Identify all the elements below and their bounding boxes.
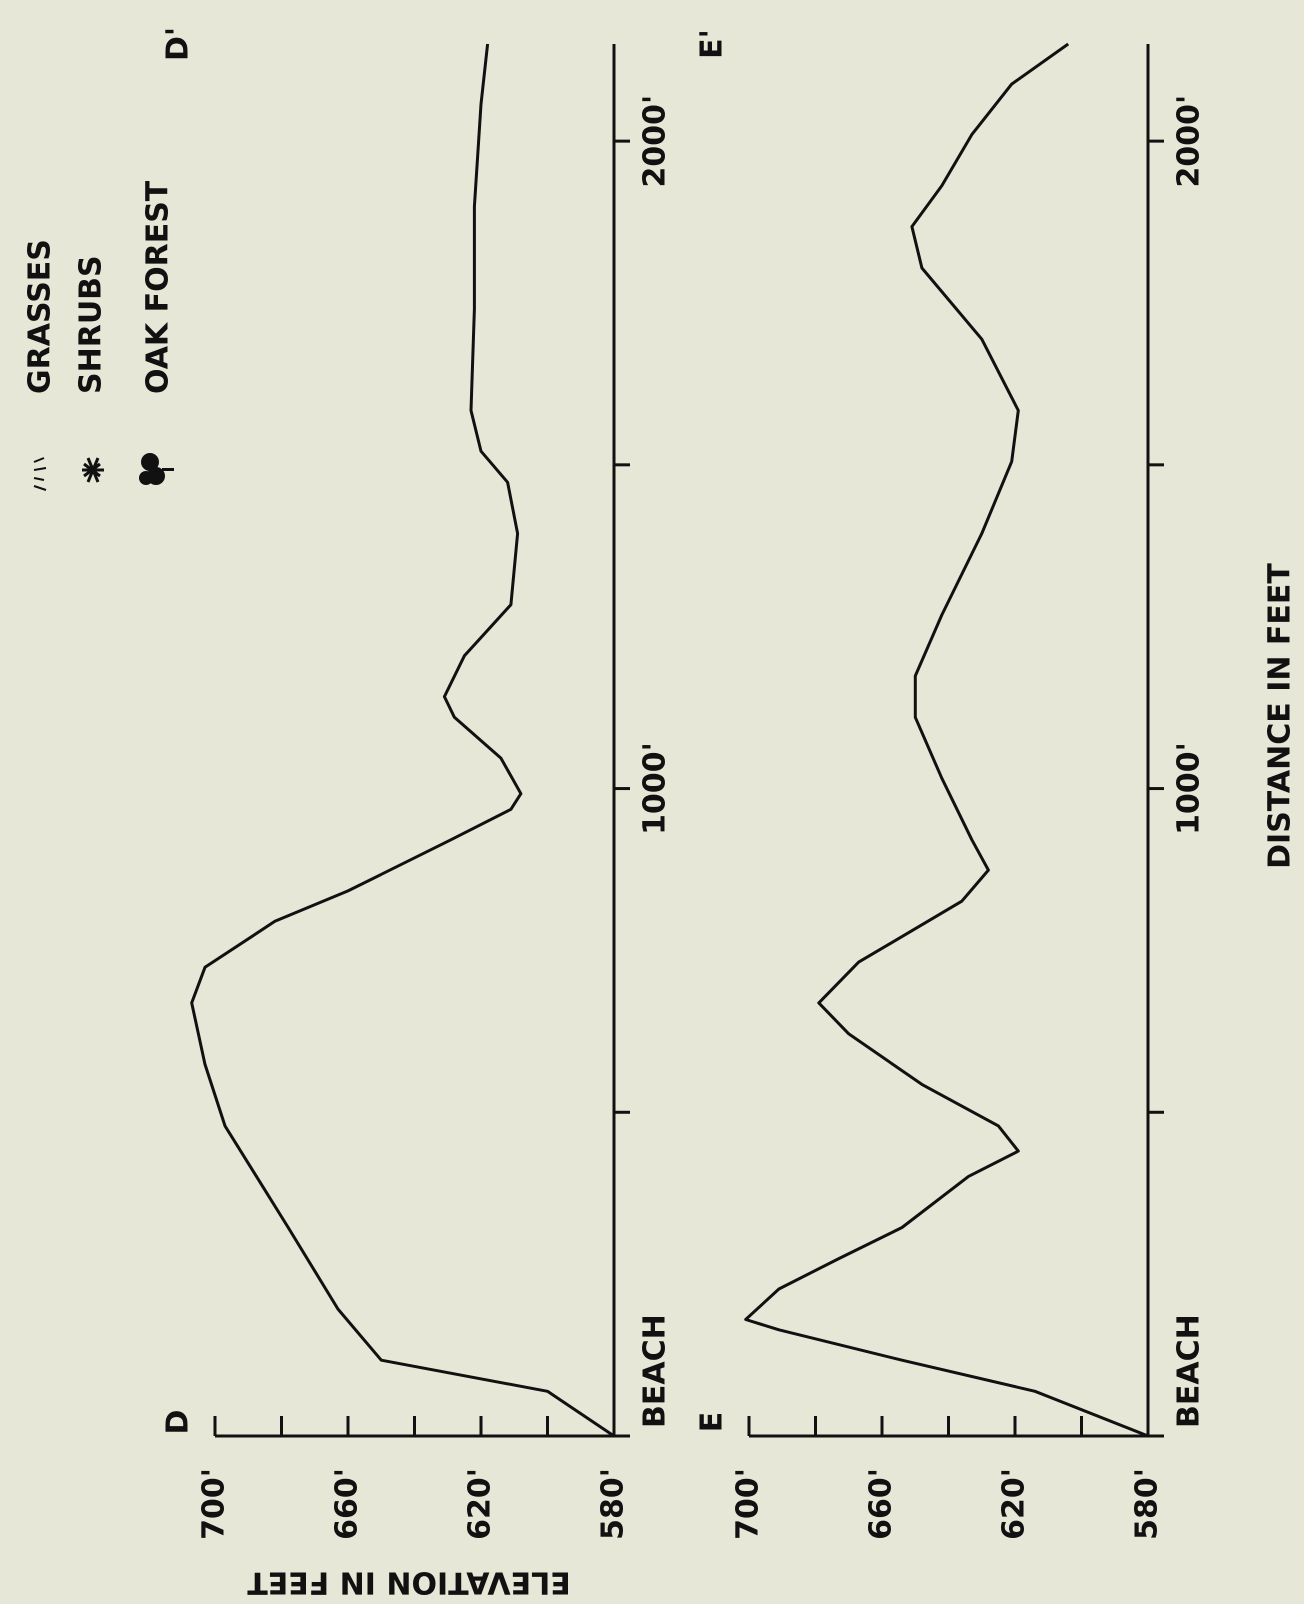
legend-label: SHRUBS <box>74 255 109 394</box>
y-tick-label: 660' <box>330 1468 365 1540</box>
x-tick-label: BEACH <box>1172 1314 1207 1428</box>
legend-icon-oak <box>139 453 174 485</box>
start-label: E <box>695 1412 730 1433</box>
profile-line <box>744 42 1149 1438</box>
legend-label: GRASSES <box>23 239 58 394</box>
x-tick-label: 2000' <box>1172 95 1207 188</box>
x-tick-label: 2000' <box>638 95 673 188</box>
y-tick-label: 700' <box>731 1468 766 1540</box>
end-label: E' <box>695 29 730 59</box>
x-tick-label: BEACH <box>638 1314 673 1428</box>
profile-line <box>190 43 615 1438</box>
legend: GRASSES SHRUBS OAK FOREST <box>23 180 176 491</box>
x-axis-title: DISTANCE IN FEET <box>1263 563 1298 869</box>
legend-icon-grasses <box>33 457 47 491</box>
legend-label: OAK FOREST <box>141 180 176 394</box>
y-tick-label: 620' <box>997 1468 1032 1540</box>
y-tick-label: 660' <box>864 1468 899 1540</box>
legend-icon-shrubs <box>82 457 104 483</box>
y-tick-label: 580' <box>596 1468 631 1540</box>
y-tick-label: 620' <box>463 1468 498 1540</box>
start-label: D <box>161 1410 196 1435</box>
y-axis-title: ELEVATION IN FEET <box>247 1565 571 1600</box>
y-tick-label: 580' <box>1130 1468 1165 1540</box>
end-label: D' <box>161 27 196 61</box>
x-tick-label: 1000' <box>1172 742 1207 835</box>
y-tick-label: 700' <box>197 1468 232 1540</box>
x-tick-label: 1000' <box>638 742 673 835</box>
